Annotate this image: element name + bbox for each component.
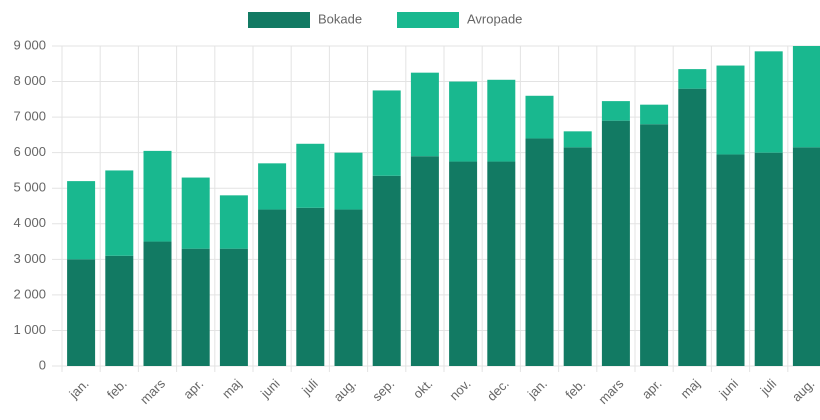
x-tick-label: okt.	[410, 376, 435, 401]
legend-swatch	[248, 12, 310, 28]
bar-segment	[105, 255, 134, 366]
bar-segment	[449, 161, 478, 366]
bar-segment	[601, 120, 630, 367]
bar-segment	[143, 241, 172, 366]
bar-segment	[754, 51, 783, 153]
x-tick-label: aug.	[331, 376, 360, 405]
bar-segment	[792, 147, 820, 366]
x-tick-label: aug.	[789, 376, 818, 405]
bar-segment	[258, 209, 287, 366]
legend-label: Avropade	[467, 11, 522, 26]
x-tick-label: juli	[298, 376, 321, 399]
bar-segment	[716, 65, 745, 155]
x-tick-label: jan.	[524, 376, 550, 402]
y-tick-label: 5 000	[13, 180, 46, 195]
x-tick-label: sep.	[369, 376, 397, 404]
bar-segment	[143, 150, 172, 242]
bar-segment	[640, 124, 669, 366]
bar-segment	[296, 207, 325, 366]
x-tick-label: dec.	[484, 376, 512, 404]
bar-segment	[716, 154, 745, 366]
bar-segment	[372, 175, 401, 366]
x-tick-label: feb.	[104, 376, 130, 402]
x-tick-label: maj	[677, 376, 702, 401]
x-tick-label: mars	[137, 376, 168, 407]
bar-segment	[678, 88, 707, 367]
y-tick-label: 6 000	[13, 144, 46, 159]
y-tick-label: 4 000	[13, 215, 46, 230]
bar-segment	[563, 131, 592, 148]
bar-segment	[334, 209, 363, 366]
y-tick-label: 9 000	[13, 37, 46, 52]
bar-segment	[258, 163, 287, 210]
bar-segment	[372, 90, 401, 176]
bar-segment	[487, 79, 516, 162]
bar-segment	[219, 248, 248, 366]
bar-segment	[563, 147, 592, 366]
y-tick-label: 1 000	[13, 322, 46, 337]
bar-segment	[334, 152, 363, 210]
y-tick-label: 0	[39, 357, 46, 372]
x-tick-label: mars	[595, 376, 626, 407]
bar-segment	[181, 248, 210, 366]
bar-segment	[410, 156, 439, 366]
legend-label: Bokade	[318, 11, 362, 26]
x-tick-label: apr.	[180, 376, 206, 402]
bar-segment	[181, 177, 210, 249]
bar-segment	[792, 46, 820, 148]
x-tick-label: nov.	[446, 376, 473, 403]
x-tick-label: juli	[757, 376, 780, 399]
bar-segment	[296, 143, 325, 208]
bar-segment	[67, 181, 96, 260]
bar-segment	[410, 72, 439, 157]
bar-segment	[601, 101, 630, 121]
x-tick-label: juni	[257, 376, 283, 402]
bar-segment	[525, 95, 554, 139]
legend-swatch	[397, 12, 459, 28]
x-tick-label: jan.	[66, 376, 92, 402]
bar-segment	[525, 138, 554, 366]
bar-segment	[449, 81, 478, 162]
y-tick-label: 3 000	[13, 251, 46, 266]
x-tick-label: juni	[715, 376, 741, 402]
y-tick-label: 2 000	[13, 286, 46, 301]
x-tick-label: maj	[219, 376, 244, 401]
bar-segment	[67, 259, 96, 366]
x-tick-label: feb.	[562, 376, 588, 402]
y-tick-label: 8 000	[13, 73, 46, 88]
bar-segment	[487, 161, 516, 366]
y-tick-label: 7 000	[13, 109, 46, 124]
bar-segment	[678, 69, 707, 89]
bar-segment	[754, 152, 783, 366]
bar-segment	[105, 170, 134, 256]
bar-segment	[640, 104, 669, 125]
x-tick-label: apr.	[639, 376, 665, 402]
bar-segment	[219, 195, 248, 249]
